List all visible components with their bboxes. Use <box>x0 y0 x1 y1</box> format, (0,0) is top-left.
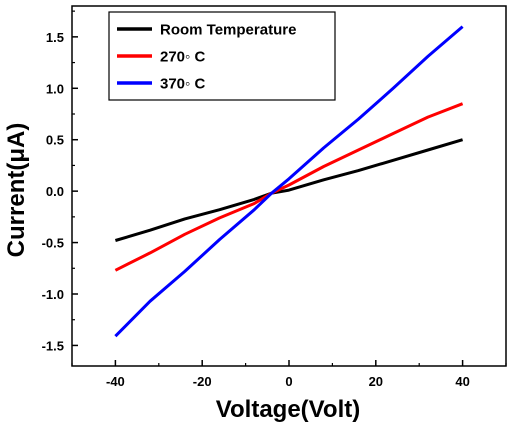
y-tick-label: -1.0 <box>42 287 64 302</box>
y-tick-label: 1.5 <box>46 30 64 45</box>
y-tick-label: -0.5 <box>42 236 64 251</box>
y-tick-label: 1.0 <box>46 81 64 96</box>
x-tick-label: -20 <box>193 374 212 389</box>
x-tick-label: 20 <box>369 374 383 389</box>
legend: Room Temperature 270◦ C 370◦ C <box>108 11 336 101</box>
x-axis-label: Voltage(Volt) <box>216 396 360 423</box>
plot-series <box>114 25 464 338</box>
y-tick-label: 0.5 <box>46 133 64 148</box>
axes: -1.5 -1.0 -0.5 0.0 0.5 1.0 1.5 -40 -20 0 20 40 <box>42 5 507 389</box>
legend-label: Room Temperature <box>160 22 296 39</box>
y-tick-label: -1.5 <box>42 338 64 353</box>
series-line-3 <box>114 25 464 338</box>
legend-label: 370◦ C <box>160 76 206 93</box>
x-tick-label: -40 <box>106 374 125 389</box>
series-line-1 <box>114 138 464 242</box>
x-tick-label: 40 <box>455 374 469 389</box>
y-tick-label: 0.0 <box>46 184 64 199</box>
legend-label: 270◦ C <box>160 49 206 66</box>
x-tick-label: 0 <box>285 374 292 389</box>
series-line-2 <box>114 102 464 272</box>
y-axis-label: Current(μA) <box>3 123 30 258</box>
